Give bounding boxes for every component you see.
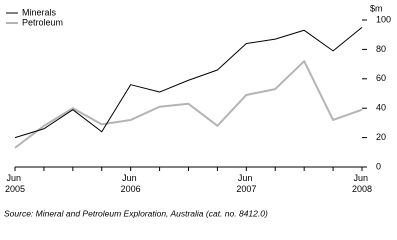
- y-tick-label: 0: [376, 161, 381, 171]
- y-tick-label: 100: [376, 14, 391, 24]
- y-tick-label: 20: [376, 132, 386, 142]
- legend-label: Minerals: [22, 7, 57, 17]
- unit-label: $m: [370, 3, 383, 13]
- series-line: [14, 26, 363, 139]
- x-tick-label: Jun 2007: [236, 173, 256, 194]
- x-tick-label: Jun 2008: [352, 173, 372, 194]
- series-line: [14, 60, 363, 149]
- x-tick-label: Jun 2006: [121, 173, 141, 194]
- source-note: Source: Mineral and Petroleum Exploratio…: [4, 208, 268, 218]
- x-tick-label: Jun 2005: [5, 173, 25, 194]
- legend-label: Petroleum: [22, 17, 63, 27]
- y-tick-label: 80: [376, 44, 386, 54]
- y-tick-label: 60: [376, 73, 386, 83]
- chart: $m Source: Mineral and Petroleum Explora…: [4, 3, 391, 218]
- y-tick-label: 40: [376, 103, 386, 113]
